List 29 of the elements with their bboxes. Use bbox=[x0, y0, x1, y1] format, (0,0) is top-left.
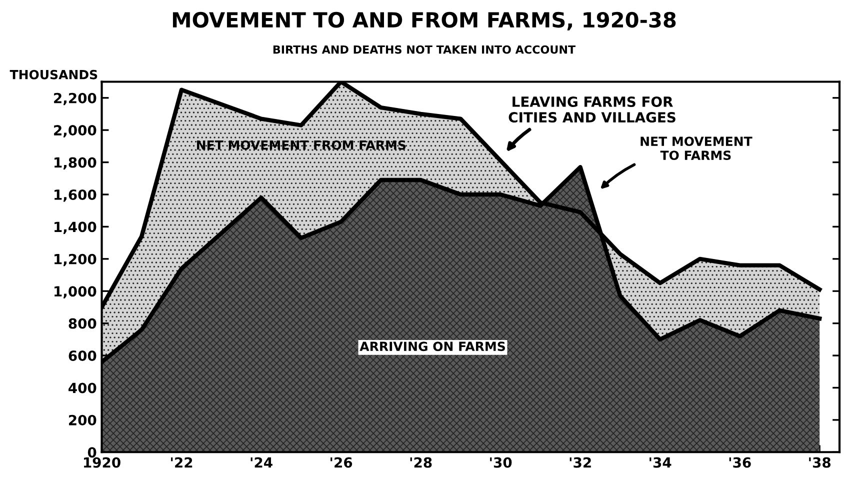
text: LEAVING FARMS FOR CITIES AND VILLAGES bbox=[508, 96, 676, 123]
chart-title: MOVEMENT TO AND FROM FARMS, 1920-38 bbox=[172, 12, 676, 30]
y-tick-label: 1,400 bbox=[54, 222, 96, 234]
x-tick-label: '28 bbox=[410, 457, 432, 468]
y-tick-label: 400 bbox=[68, 382, 96, 394]
annotation: NET MOVEMENT FROM FARMS bbox=[197, 140, 406, 150]
series-label: ARRIVING ON FARMS bbox=[360, 342, 505, 352]
y-tick-label: 1,200 bbox=[54, 254, 96, 266]
x-tick-label: '30 bbox=[490, 457, 512, 468]
y-tick-label: 2,200 bbox=[54, 92, 96, 106]
chart-subtitle: BIRTHS AND DEATHS NOT TAKEN INTO ACCOUNT bbox=[273, 45, 576, 54]
y-tick-label: 1,800 bbox=[54, 157, 96, 170]
x-tick-label: '38 bbox=[809, 457, 831, 468]
x-tick-label: 1920 bbox=[84, 457, 120, 468]
x-tick-label: '32 bbox=[570, 457, 591, 468]
x-tick-label: '36 bbox=[729, 457, 751, 468]
y-tick-label: 1,600 bbox=[54, 189, 96, 202]
x-tick-label: '22 bbox=[171, 457, 192, 468]
y-tick-label: 1,000 bbox=[54, 286, 96, 298]
x-tick-label: '34 bbox=[650, 457, 672, 468]
y-axis-title: THOUSANDS bbox=[10, 70, 98, 80]
y-tick-label: 0 bbox=[88, 447, 96, 458]
y-tick-label: 200 bbox=[69, 414, 96, 426]
y-tick-label: 600 bbox=[68, 350, 96, 361]
y-tick-label: 800 bbox=[68, 318, 96, 329]
x-tick-label: '26 bbox=[330, 457, 352, 468]
y-tick-label: 2,000 bbox=[54, 125, 96, 138]
annotation: NET MOVEMENT TO FARMS bbox=[640, 136, 752, 160]
x-tick-label: '24 bbox=[250, 457, 272, 468]
